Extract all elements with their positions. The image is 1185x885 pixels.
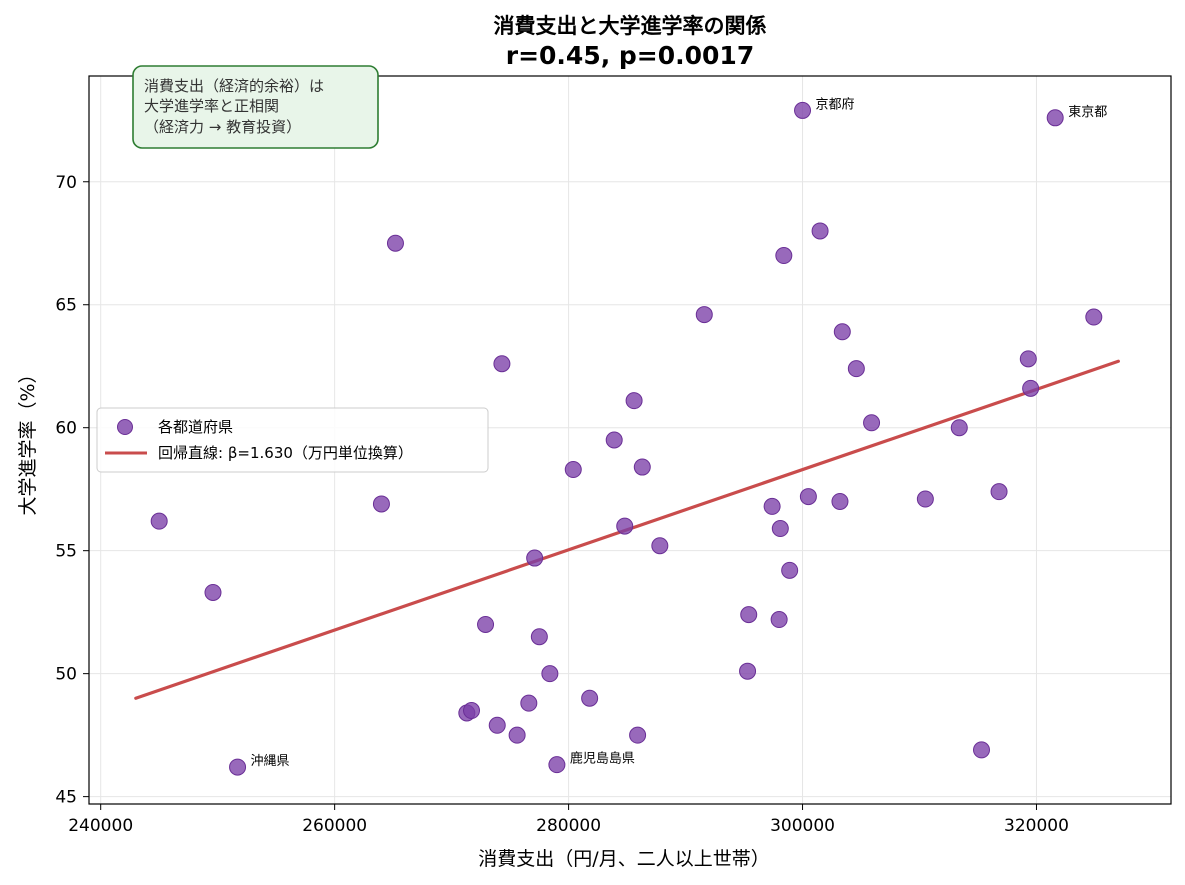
point-labels-layer: 沖縄県 鹿児島島県 京都府 東京都	[251, 97, 1108, 769]
plot-frame	[88, 75, 1172, 805]
y-tick-label: 70	[55, 173, 77, 193]
x-tick-label: 320000	[1004, 816, 1069, 836]
data-point	[150, 512, 168, 530]
data-point	[488, 716, 506, 734]
y-axis-ticks: 45 50 55 60 65 70	[55, 173, 89, 808]
annotation-box-frame	[132, 65, 379, 149]
data-point	[973, 741, 991, 759]
data-point	[847, 360, 865, 378]
y-tick-label: 65	[55, 296, 77, 316]
data-point	[1019, 350, 1037, 368]
data-point	[740, 606, 758, 624]
data-point	[770, 611, 788, 629]
data-point	[916, 490, 934, 508]
data-point	[477, 615, 495, 633]
data-point	[386, 234, 404, 252]
annotation-line-3: （経済力 → 教育投資）	[144, 118, 301, 136]
annotation-line-2: 大学進学率と正相関	[144, 97, 279, 115]
grid-lines	[89, 76, 1171, 804]
legend-frame	[96, 407, 489, 473]
data-point	[581, 689, 599, 707]
data-point	[564, 461, 582, 479]
point-label: 鹿児島島県	[570, 751, 635, 767]
x-tick-label: 300000	[770, 816, 835, 836]
annotation-box: 消費支出（経済的余裕）は 大学進学率と正相関 （経済力 → 教育投資）	[132, 65, 379, 149]
data-point	[229, 758, 247, 776]
legend-point-marker	[117, 419, 133, 435]
data-point	[541, 665, 559, 683]
y-tick-label: 45	[55, 788, 77, 808]
data-point	[990, 483, 1008, 501]
data-point	[831, 492, 849, 510]
legend-label-points: 各都道府県	[158, 418, 233, 436]
x-axis-ticks: 240000 260000 280000 300000 320000	[68, 804, 1069, 836]
x-tick-label: 260000	[302, 816, 367, 836]
x-axis-label: 消費支出（円/月、二人以上世帯）	[478, 848, 769, 870]
annotation-line-1: 消費支出（経済的余裕）は	[144, 77, 324, 95]
data-point	[616, 517, 634, 535]
points-layer	[150, 101, 1103, 776]
data-point	[739, 662, 757, 680]
y-axis-label: 大学進学率（%）	[17, 364, 39, 515]
data-point	[526, 549, 544, 567]
y-tick-label: 55	[55, 542, 77, 562]
data-point	[633, 458, 651, 476]
data-point	[651, 537, 669, 555]
data-point	[508, 726, 526, 744]
data-point	[1085, 308, 1103, 326]
data-point	[771, 520, 789, 538]
data-point	[950, 419, 968, 437]
data-point	[811, 222, 829, 240]
legend: 各都道府県 回帰直線: β=1.630（万円単位換算）	[96, 407, 489, 473]
data-point	[520, 694, 538, 712]
data-point	[775, 247, 793, 265]
data-point	[1046, 109, 1064, 127]
data-point	[372, 495, 390, 513]
y-tick-label: 50	[55, 665, 77, 685]
legend-label-line: 回帰直線: β=1.630（万円単位換算）	[158, 444, 413, 462]
chart-title: 消費支出と大学進学率の関係	[494, 14, 767, 38]
data-point	[833, 323, 851, 341]
x-tick-label: 240000	[68, 816, 133, 836]
data-point	[794, 101, 812, 119]
x-tick-label: 280000	[536, 816, 601, 836]
data-point	[781, 561, 799, 579]
data-point	[695, 306, 713, 324]
chart-subtitle: r=0.45, p=0.0017	[506, 41, 754, 70]
point-label: 沖縄県	[251, 754, 290, 769]
data-point	[629, 726, 647, 744]
data-point	[493, 355, 511, 373]
y-tick-label: 60	[55, 419, 77, 439]
data-point	[204, 583, 222, 601]
point-label: 東京都	[1068, 104, 1107, 120]
data-point	[463, 702, 481, 720]
data-point	[863, 414, 881, 432]
data-point	[763, 497, 781, 515]
data-point	[530, 628, 548, 646]
data-point	[799, 488, 817, 506]
data-point	[1022, 379, 1040, 397]
data-point	[625, 392, 643, 410]
data-point	[548, 756, 566, 774]
point-label: 京都府	[816, 97, 855, 112]
data-point	[605, 431, 623, 449]
